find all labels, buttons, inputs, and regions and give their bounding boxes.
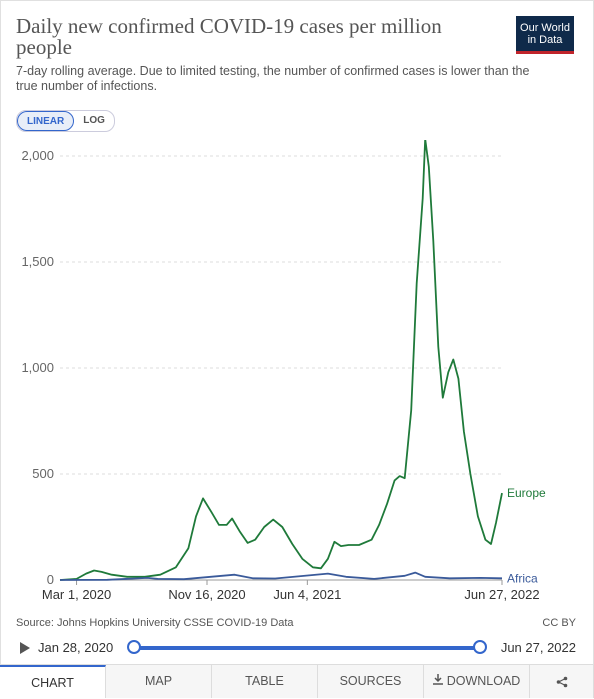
- linear-scale-button[interactable]: LINEAR: [17, 111, 75, 131]
- x-tick-label: Jun 27, 2022: [464, 587, 539, 602]
- tab-table[interactable]: TABLE: [212, 665, 318, 698]
- x-tick-label: Nov 16, 2020: [168, 587, 245, 602]
- logo-line1: Our World: [520, 21, 570, 34]
- tab-download[interactable]: DOWNLOAD: [424, 665, 530, 698]
- timeline-track[interactable]: [127, 640, 487, 654]
- scale-toggle[interactable]: LINEAR LOG: [16, 110, 115, 132]
- y-tick-label: 1,500: [21, 254, 54, 269]
- timeline-range: [134, 646, 480, 650]
- timeline-end-label: Jun 27, 2022: [500, 640, 576, 655]
- logo-line2: in Data: [527, 33, 563, 46]
- chart-title: Daily new confirmed COVID-19 cases per m…: [16, 14, 442, 59]
- license-label[interactable]: CC BY: [542, 617, 576, 629]
- timeline-end-handle[interactable]: [473, 640, 487, 654]
- download-icon: [432, 674, 443, 685]
- line-chart[interactable]: 0 500 1,000 1,500 2,000 Mar 1, 2020 Nov 16, 20…: [0, 140, 594, 610]
- timeline-start-label: Jan 28, 2020: [38, 640, 114, 655]
- download-label: DOWNLOAD: [446, 674, 521, 688]
- source-note[interactable]: Source: Johns Hopkins University CSSE CO…: [16, 617, 294, 629]
- series-line-europe: [59, 140, 503, 581]
- tab-sources[interactable]: SOURCES: [318, 665, 424, 698]
- x-tick-label: Mar 1, 2020: [42, 587, 111, 602]
- owid-logo[interactable]: Our World in Data: [516, 16, 574, 54]
- y-tick-label: 0: [47, 572, 54, 587]
- share-icon: [556, 676, 567, 688]
- series-line-africa: [59, 571, 503, 581]
- tab-chart[interactable]: CHART: [0, 665, 106, 698]
- play-icon[interactable]: [20, 642, 30, 654]
- tab-bar: CHART MAP TABLE SOURCES DOWNLOAD: [0, 664, 594, 698]
- y-tick-label: 2,000: [21, 148, 54, 163]
- timeline-start-handle[interactable]: [127, 640, 141, 654]
- chart-subtitle: 7-day rolling average. Due to limited te…: [16, 64, 530, 93]
- timeline[interactable]: Jan 28, 2020 Jun 27, 2022: [16, 638, 576, 658]
- series-label-africa: Africa: [507, 571, 538, 585]
- x-tick-label: Jun 4, 2021: [273, 587, 341, 602]
- y-tick-label: 1,000: [21, 360, 54, 375]
- y-tick-label: 500: [32, 466, 54, 481]
- series-label-europe: Europe: [507, 486, 546, 500]
- share-button[interactable]: [530, 665, 594, 698]
- tab-map[interactable]: MAP: [106, 665, 212, 698]
- log-scale-button[interactable]: LOG: [83, 115, 105, 126]
